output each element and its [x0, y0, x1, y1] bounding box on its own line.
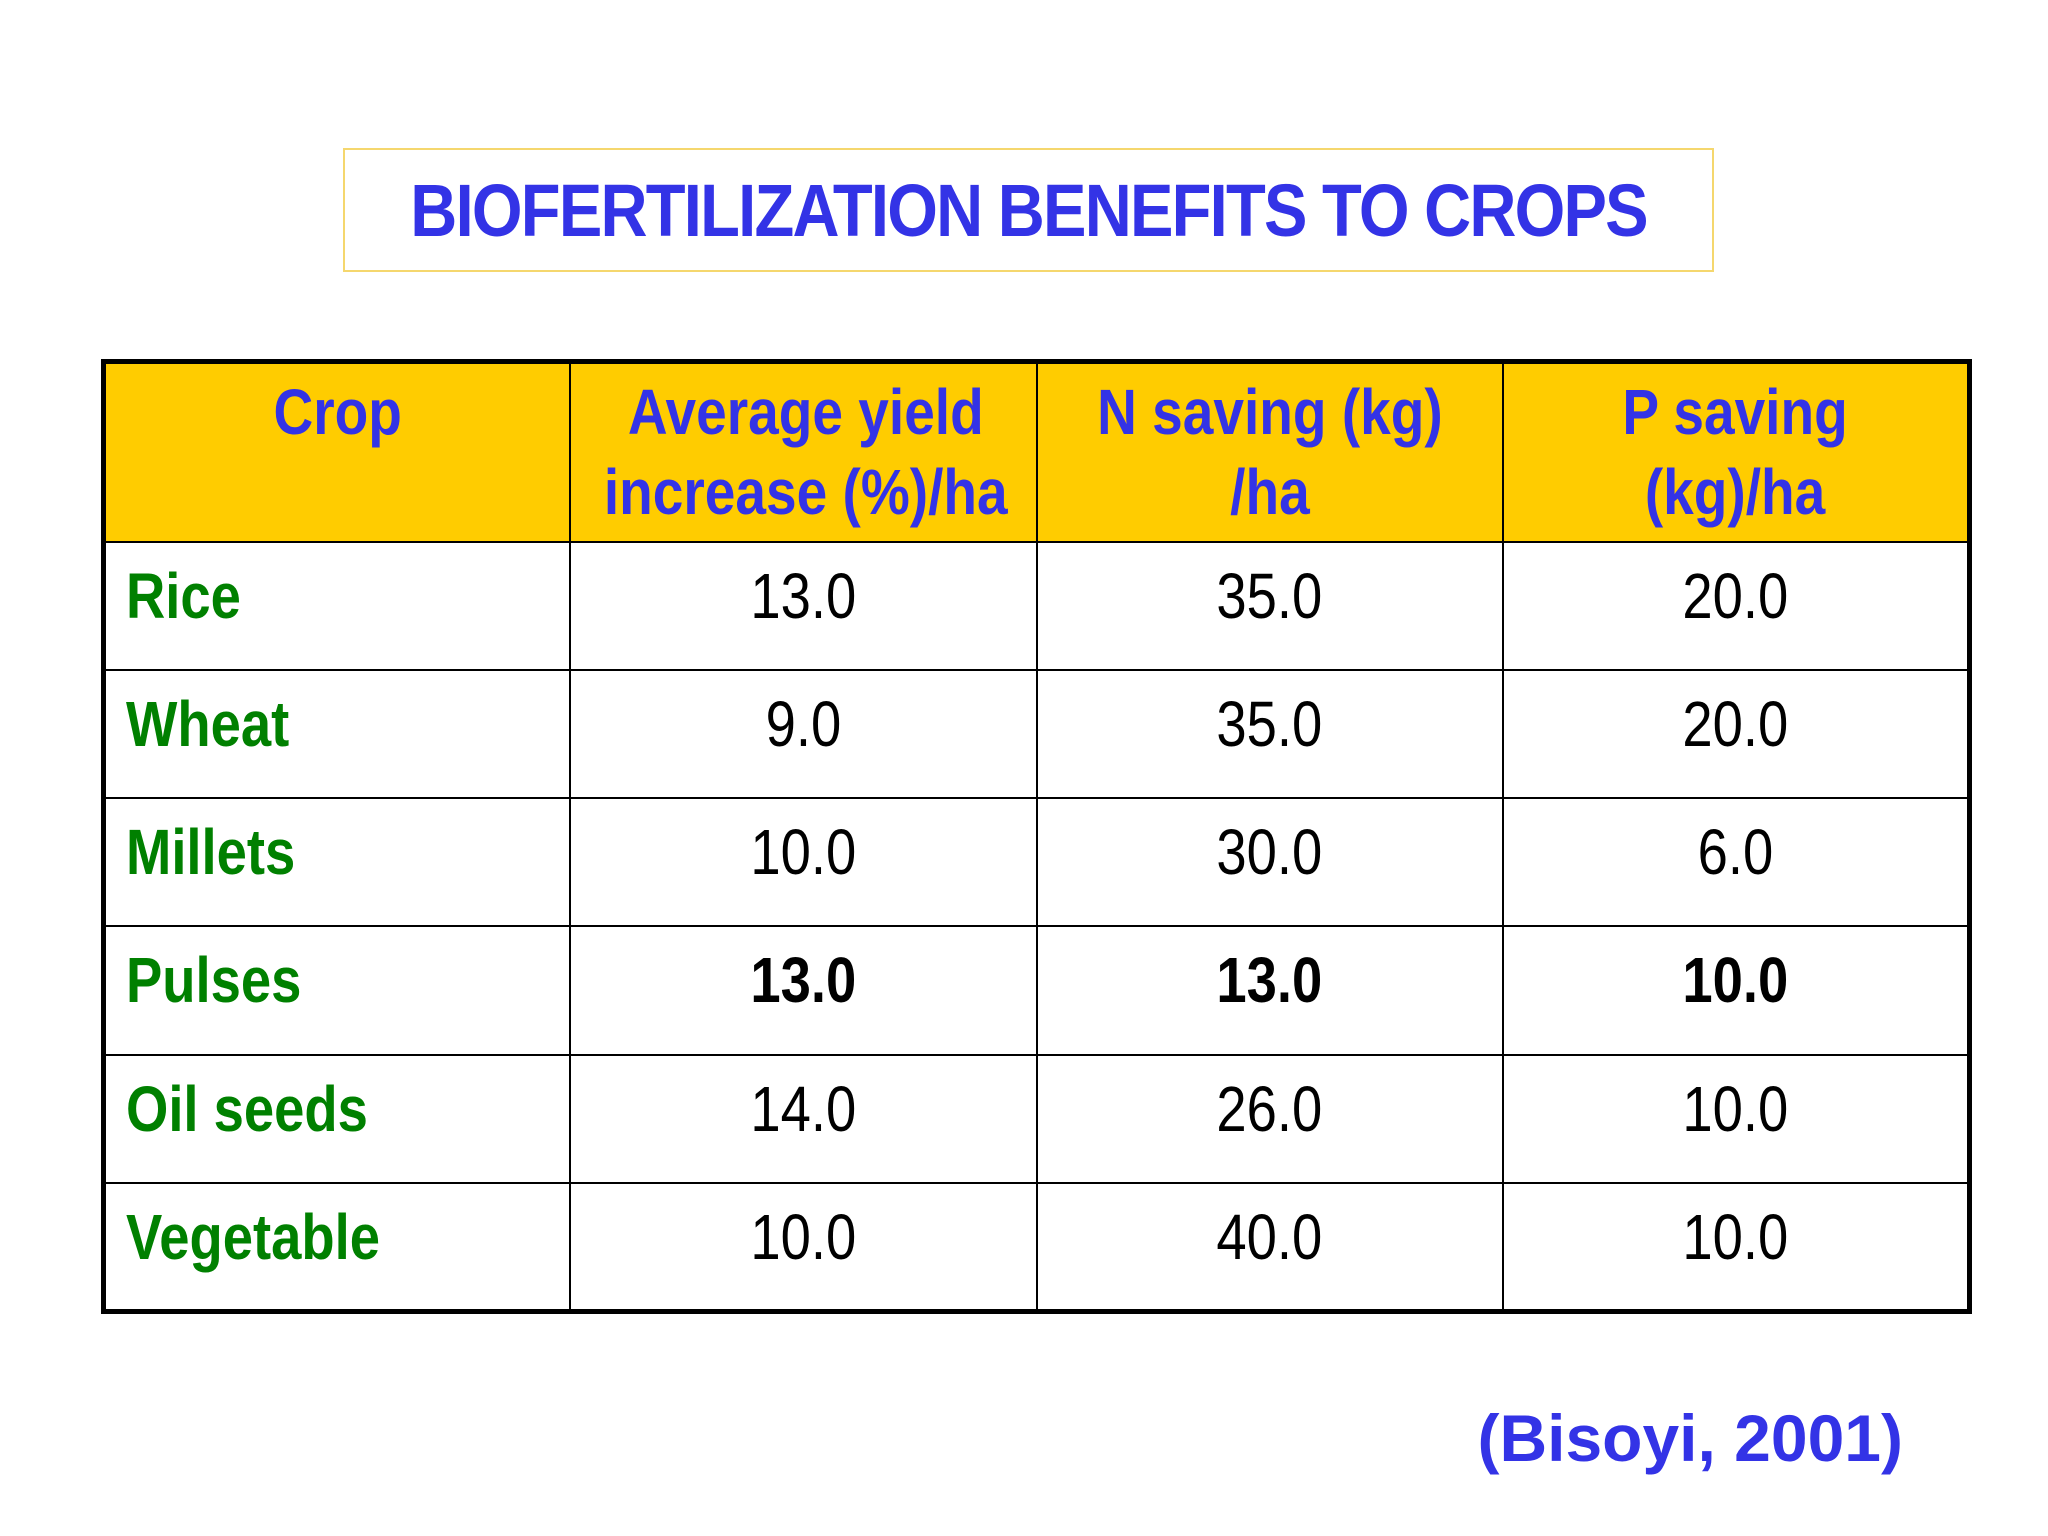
p-saving-value: 10.0 [1682, 1072, 1789, 1145]
n-saving-cell: 40.0 [1035, 1182, 1504, 1313]
n-saving-value: 40.0 [1216, 1201, 1323, 1274]
yield-cell: 13.0 [569, 925, 1038, 1056]
yield-value: 13.0 [750, 944, 857, 1017]
table-row-rice: Rice 13.0 35.0 20.0 [102, 540, 1971, 671]
n-saving-value: 35.0 [1216, 687, 1323, 760]
header-yield-line1: Average yield [627, 376, 984, 448]
n-saving-cell: 26.0 [1035, 1053, 1504, 1185]
crop-cell: Pulses [102, 925, 571, 1056]
header-yield-line2: increase (%)/ha [603, 456, 1008, 528]
p-saving-value: 20.0 [1682, 687, 1789, 760]
header-p-saving: P saving (kg)/ha [1502, 360, 1971, 543]
crop-cell: Vegetable [102, 1182, 571, 1313]
header-n-line1: N saving (kg) [1096, 376, 1443, 448]
header-crop-text: Crop [273, 372, 401, 452]
n-saving-cell: 30.0 [1035, 797, 1504, 928]
p-saving-cell: 20.0 [1502, 668, 1971, 800]
header-yield: Average yield increase (%)/ha [569, 360, 1038, 543]
header-p-line1: P saving [1622, 376, 1849, 448]
yield-value: 13.0 [750, 559, 857, 632]
p-saving-value: 10.0 [1682, 944, 1789, 1017]
table-header: Crop Average yield increase (%)/ha N sav… [102, 360, 1971, 543]
header-p-text: P saving (kg)/ha [1623, 372, 1848, 532]
header-yield-text: Average yield increase (%)/ha [604, 372, 1008, 532]
crop-name: Pulses [126, 944, 302, 1017]
yield-value: 9.0 [765, 687, 842, 760]
n-saving-value: 26.0 [1216, 1072, 1323, 1145]
table-row-wheat: Wheat 9.0 35.0 20.0 [102, 668, 1971, 800]
crop-cell: Millets [102, 797, 571, 928]
header-crop: Crop [102, 360, 571, 543]
benefits-table: Crop Average yield increase (%)/ha N sav… [101, 359, 1972, 1314]
p-saving-cell: 6.0 [1502, 797, 1971, 928]
p-saving-value: 6.0 [1697, 816, 1774, 889]
header-n-text: N saving (kg) /ha [1097, 372, 1443, 532]
header-p-line2: (kg)/ha [1645, 456, 1826, 528]
yield-cell: 10.0 [569, 1182, 1038, 1313]
citation: (Bisoyi, 2001) [1477, 1401, 1903, 1475]
table-row-pulses: Pulses 13.0 13.0 10.0 [102, 925, 1971, 1056]
yield-cell: 10.0 [569, 797, 1038, 928]
table-row-vegetable: Vegetable 10.0 40.0 10.0 [102, 1182, 1971, 1313]
crop-name: Wheat [126, 687, 290, 760]
table-row-millets: Millets 10.0 30.0 6.0 [102, 797, 1971, 928]
crop-name: Vegetable [126, 1201, 380, 1274]
crop-name: Oil seeds [126, 1072, 368, 1145]
p-saving-cell: 10.0 [1502, 925, 1971, 1056]
p-saving-value: 20.0 [1682, 559, 1789, 632]
yield-cell: 13.0 [569, 540, 1038, 671]
n-saving-cell: 35.0 [1035, 540, 1504, 671]
n-saving-value: 13.0 [1216, 944, 1323, 1017]
n-saving-cell: 35.0 [1035, 668, 1504, 800]
title-box: BIOFERTILIZATION BENEFITS TO CROPS [343, 148, 1714, 272]
p-saving-cell: 10.0 [1502, 1182, 1971, 1313]
yield-value: 14.0 [750, 1072, 857, 1145]
p-saving-value: 10.0 [1682, 1201, 1789, 1274]
yield-value: 10.0 [750, 816, 857, 889]
yield-cell: 9.0 [569, 668, 1038, 800]
n-saving-value: 30.0 [1216, 816, 1323, 889]
table-body: Rice 13.0 35.0 20.0 Wheat 9.0 35.0 20.0 … [102, 540, 1971, 1313]
p-saving-cell: 10.0 [1502, 1053, 1971, 1185]
header-n-saving: N saving (kg) /ha [1035, 360, 1504, 543]
yield-value: 10.0 [750, 1201, 857, 1274]
crop-cell: Rice [102, 540, 571, 671]
slide-title: BIOFERTILIZATION BENEFITS TO CROPS [410, 168, 1648, 252]
header-row: Crop Average yield increase (%)/ha N sav… [102, 360, 1971, 543]
n-saving-cell: 13.0 [1035, 925, 1504, 1056]
crop-cell: Wheat [102, 668, 571, 800]
crop-name: Millets [126, 816, 296, 889]
crop-cell: Oil seeds [102, 1053, 571, 1185]
crop-name: Rice [126, 559, 241, 632]
n-saving-value: 35.0 [1216, 559, 1323, 632]
table-row-oil-seeds: Oil seeds 14.0 26.0 10.0 [102, 1053, 1971, 1185]
header-crop-line1: Crop [273, 376, 402, 448]
header-n-line2: /ha [1229, 456, 1310, 528]
yield-cell: 14.0 [569, 1053, 1038, 1185]
p-saving-cell: 20.0 [1502, 540, 1971, 671]
